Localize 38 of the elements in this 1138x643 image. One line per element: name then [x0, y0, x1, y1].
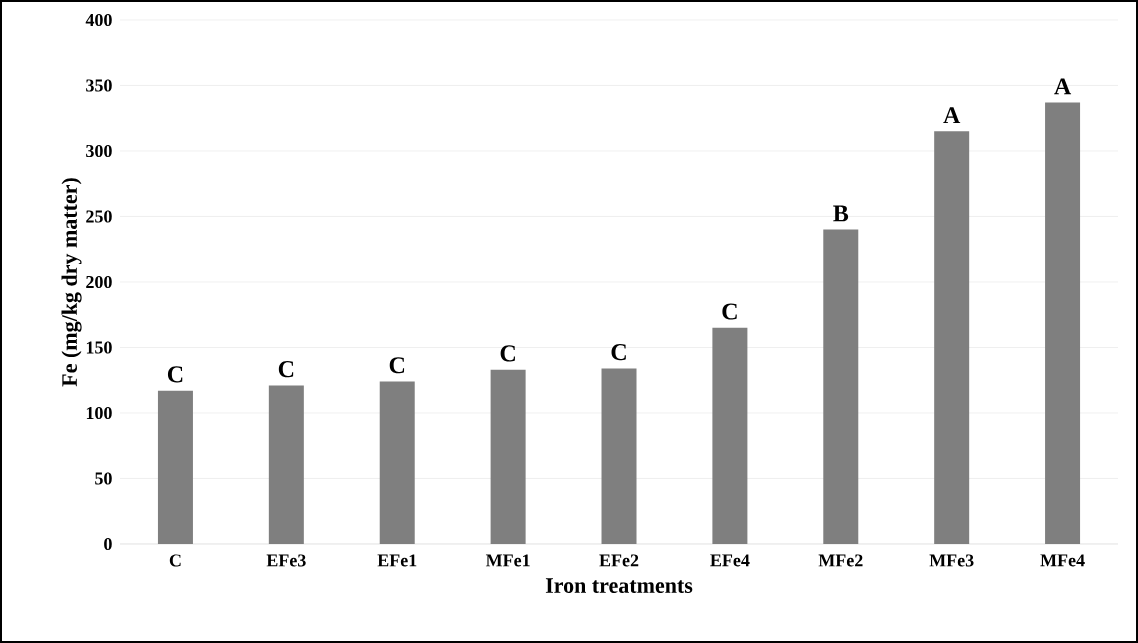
y-tick-label: 150 [86, 341, 112, 354]
y-tick-label: 0 [104, 537, 112, 551]
y-axis-title: Fe (mg/kg dry matter) [61, 178, 82, 387]
annotation: C [167, 366, 183, 383]
x-tick-label: MFe2 [818, 554, 863, 567]
annotation: A [943, 107, 961, 124]
bar [1045, 102, 1081, 544]
y-tick-label: 400 [85, 13, 112, 27]
bar [379, 381, 415, 544]
bar [490, 369, 526, 544]
annotation: C [722, 303, 737, 320]
x-tick-label: EFe4 [710, 554, 750, 567]
x-tick-label: MFe3 [929, 554, 974, 567]
annotation: C [389, 357, 405, 374]
bar [712, 327, 748, 544]
bar [157, 390, 193, 544]
annotation: C [611, 344, 626, 361]
x-tick-label: EFe3 [266, 554, 306, 567]
x-tick-label: C [169, 554, 181, 567]
x-tick-label: MFe1 [485, 554, 530, 567]
x-tick-label: EFe1 [377, 554, 417, 567]
annotation: B [833, 205, 849, 222]
x-tick-label: MFe4 [1040, 554, 1085, 567]
y-tick-label: 300 [86, 144, 112, 158]
y-tick-label: 50 [95, 472, 112, 485]
y-tick-label: 200 [86, 275, 112, 289]
y-tick-label: 350 [86, 79, 112, 92]
annotation: C [278, 361, 294, 378]
annotation: A [1054, 78, 1072, 95]
bar [601, 368, 637, 544]
bar [268, 385, 304, 544]
bar [934, 131, 970, 544]
y-tick-label: 250 [86, 210, 112, 223]
y-tick-label: 100 [86, 406, 112, 420]
x-axis-title: Iron treatments [545, 578, 693, 593]
annotation: C [500, 345, 515, 362]
x-tick-label: EFe2 [599, 554, 639, 567]
bar [823, 229, 859, 544]
